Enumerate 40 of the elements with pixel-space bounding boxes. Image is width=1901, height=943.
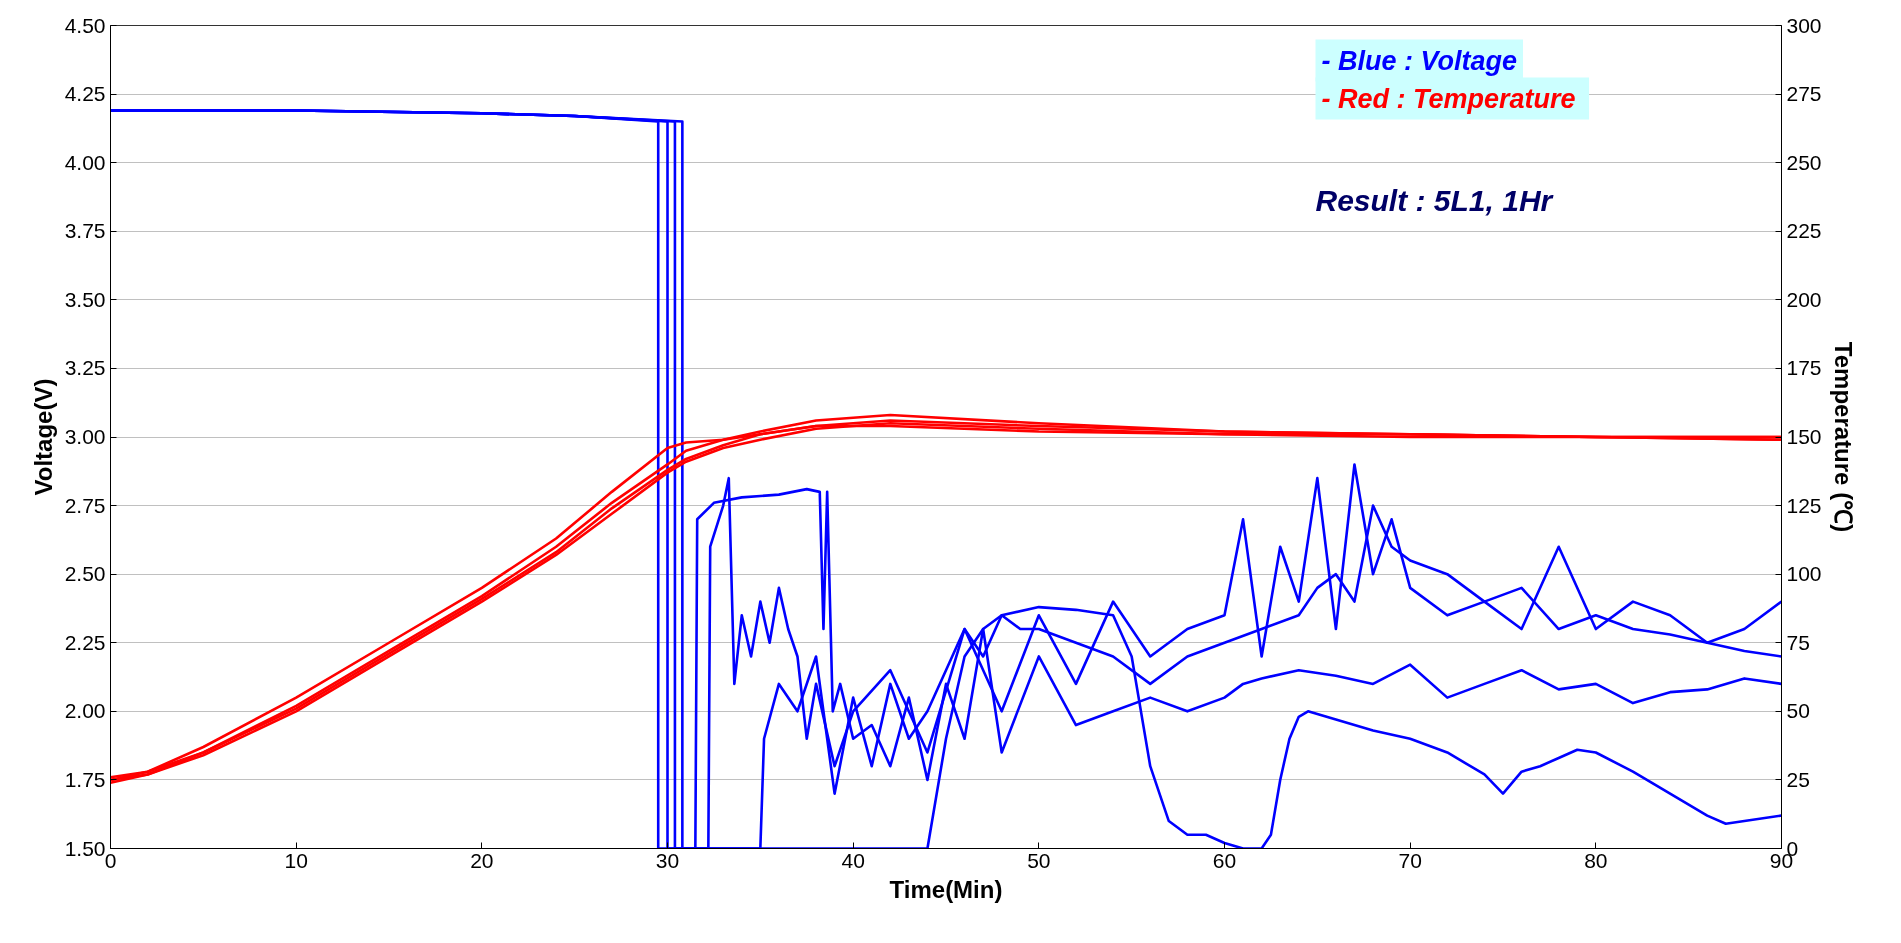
x-axis-title: Time(Min) (889, 875, 1003, 903)
y-tick-label: 3.00 (64, 425, 106, 448)
x-tick-label: 30 (655, 848, 680, 872)
y2-tick-label: 175 (1786, 356, 1822, 380)
x-tick-label: 40 (841, 848, 865, 872)
y-tick-label: 1.75 (64, 767, 106, 791)
x-tick-label: 0 (104, 848, 117, 872)
y2-tick-label: 25 (1786, 767, 1810, 791)
y-tick-label: 3.75 (64, 219, 106, 243)
y2-tick-label: 75 (1786, 630, 1810, 654)
y-tick-label: 3.50 (64, 287, 106, 311)
y2-tick-label: 200 (1786, 287, 1822, 311)
y-tick-label: 2.25 (64, 630, 106, 654)
x-tick-label: 10 (284, 848, 308, 872)
x-tick-label: 70 (1398, 848, 1422, 872)
y2-tick-label: 275 (1786, 82, 1822, 106)
y-tick-label: 1.50 (64, 836, 106, 860)
annotation: - Red : Temperature (1321, 83, 1576, 114)
annotation: Result : 5L1, 1Hr (1315, 184, 1555, 217)
y-tick-label: 4.50 (64, 13, 106, 37)
y2-axis-title: Temperature (℃) (1829, 341, 1857, 533)
y-tick-label: 3.25 (64, 356, 106, 380)
y2-tick-label: 50 (1786, 699, 1810, 723)
y-tick-label: 4.00 (64, 150, 106, 174)
y-tick-label: 2.00 (64, 699, 106, 723)
y2-tick-label: 300 (1786, 13, 1822, 37)
x-tick-label: 80 (1584, 848, 1608, 872)
y-tick-label: 4.25 (64, 82, 106, 106)
x-tick-label: 60 (1212, 848, 1237, 872)
x-tick-label: 20 (470, 848, 494, 872)
y2-tick-label: 125 (1786, 493, 1822, 517)
annotation: - Blue : Voltage (1321, 45, 1518, 76)
y2-tick-label: 250 (1786, 150, 1822, 174)
y2-tick-label: 225 (1786, 219, 1822, 243)
y-tick-label: 2.75 (64, 493, 106, 517)
y-axis-title: Voltage(V) (29, 378, 57, 496)
y-tick-label: 2.50 (64, 562, 106, 586)
x-tick-label: 50 (1027, 848, 1051, 872)
y2-tick-label: 100 (1786, 562, 1822, 586)
y2-tick-label: 150 (1786, 425, 1822, 448)
